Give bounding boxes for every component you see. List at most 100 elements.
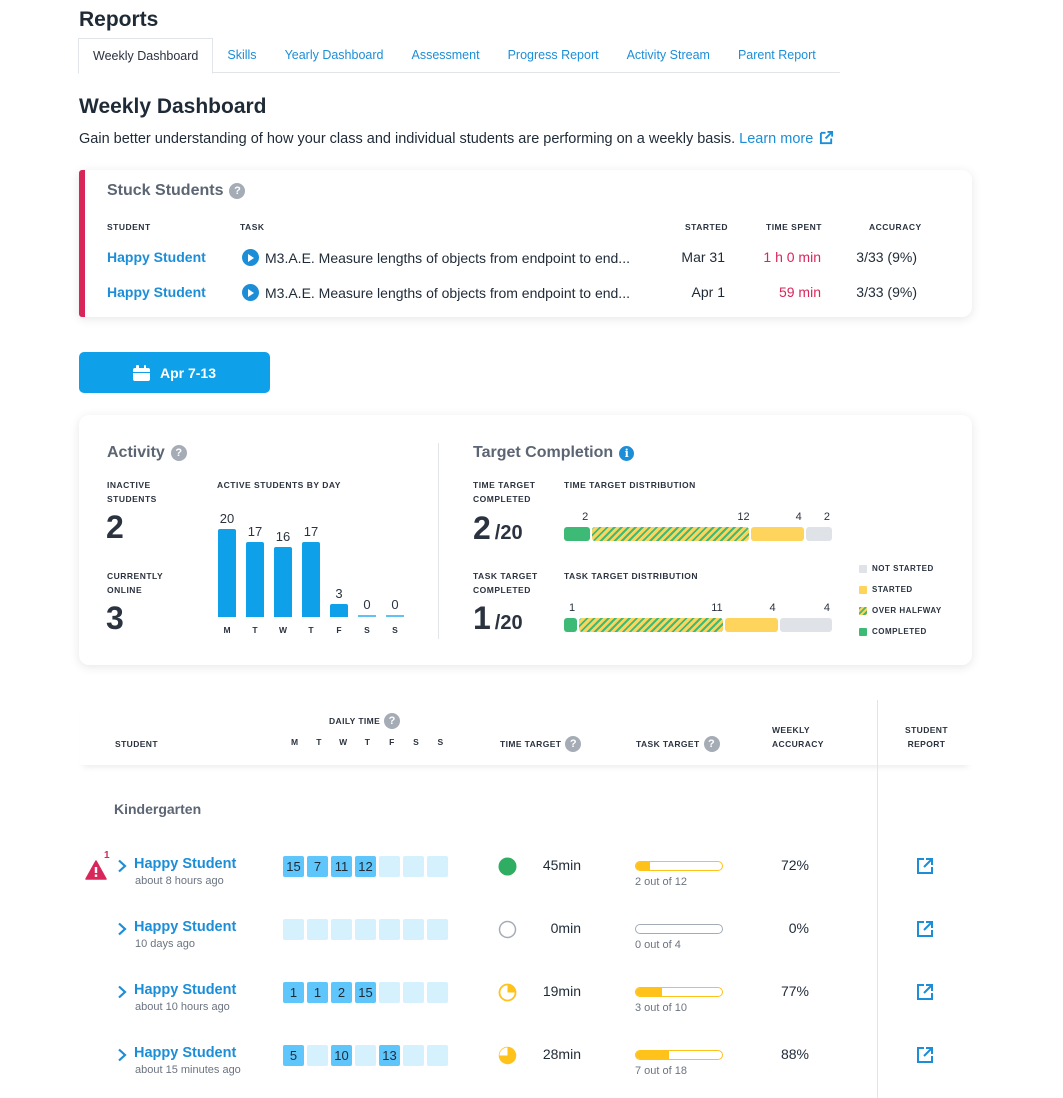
daily-time-cell: 13	[379, 1045, 400, 1066]
bar-value-label: 17	[303, 524, 319, 540]
open-report-icon[interactable]	[916, 920, 934, 938]
weekly-accuracy: 77%	[780, 983, 809, 999]
help-icon[interactable]: ?	[170, 445, 187, 461]
tab-weekly-dashboard[interactable]: Weekly Dashboard	[78, 38, 214, 74]
legend-label: STARTED	[872, 585, 913, 594]
task-progress-bar	[635, 924, 723, 934]
legend-swatch	[859, 564, 867, 573]
dist-segment-started	[751, 527, 804, 541]
legend-item: NOT STARTED	[859, 558, 942, 579]
stuck-students-card: Stuck Students ? STUDENT TASK STARTED TI…	[79, 170, 972, 317]
dist-segment-not-started	[779, 618, 832, 632]
th-daily-time: DAILY TIME?	[329, 713, 401, 729]
th-weekly-line1: WEEKLY	[772, 725, 810, 735]
daily-time-cell	[403, 982, 424, 1003]
dist-count-started: 4	[769, 602, 776, 614]
section-divider	[438, 443, 439, 639]
accuracy: 3/33 (9%)	[856, 284, 917, 300]
inactive-label-line1: INACTIVE	[107, 480, 151, 490]
legend-swatch	[859, 627, 867, 636]
bar-1	[246, 542, 264, 617]
student-name-link[interactable]: Happy Student	[134, 919, 237, 935]
online-label: CURRENTLY ONLINE	[107, 569, 163, 597]
th-time-target: TIME TARGET?	[500, 736, 582, 752]
task-progress-text: 3 out of 10	[635, 1002, 687, 1014]
time-target-value: 19min	[542, 983, 581, 999]
calendar-icon	[132, 364, 150, 381]
daily-time-cells: 15 7 11 12	[283, 856, 448, 877]
daily-time-cell	[331, 919, 352, 940]
legend-item: OVER HALFWAY	[859, 600, 942, 621]
dist-segment-over-halfway	[579, 618, 724, 632]
task-distribution-bar	[564, 618, 832, 632]
bar-value-label: 16	[275, 528, 291, 544]
help-icon[interactable]: ?	[703, 736, 720, 752]
online-label-line2: ONLINE	[107, 585, 143, 595]
open-report-icon[interactable]	[916, 983, 934, 1001]
tab-yearly-dashboard[interactable]: Yearly Dashboard	[284, 48, 384, 62]
help-icon[interactable]: ?	[384, 713, 401, 729]
chevron-right-icon[interactable]	[117, 985, 127, 999]
student-name-link[interactable]: Happy Student	[134, 1045, 237, 1061]
dist-count-started: 4	[795, 511, 802, 523]
last-seen: about 8 hours ago	[135, 875, 224, 887]
play-icon[interactable]	[242, 284, 259, 301]
bar-6	[386, 615, 404, 617]
bar-value-label: 17	[247, 524, 263, 540]
stuck-student-name[interactable]: Happy Student	[107, 249, 206, 265]
bar-day-label: T	[252, 625, 258, 635]
stuck-task[interactable]: M3.A.E. Measure lengths of objects from …	[242, 249, 630, 266]
legend-label: OVER HALFWAY	[872, 606, 942, 615]
chevron-right-icon[interactable]	[117, 859, 127, 873]
open-report-icon[interactable]	[916, 857, 934, 875]
tab-progress-report[interactable]: Progress Report	[507, 48, 599, 62]
activity-title-text: Activity	[107, 444, 165, 461]
student-name-link[interactable]: Happy Student	[134, 982, 237, 998]
th-day: W	[339, 737, 348, 747]
bar-value-label: 20	[219, 511, 235, 526]
time-target-status-icon	[498, 1046, 517, 1065]
stuck-task[interactable]: M3.A.E. Measure lengths of objects from …	[242, 284, 630, 301]
dist-segment-not-started	[805, 527, 832, 541]
page-title: Reports	[79, 8, 159, 31]
stuck-student-row: Happy Student M3.A.E. Measure lengths of …	[85, 249, 972, 269]
student-name-link[interactable]: Happy Student	[134, 856, 237, 872]
daily-time-cell	[427, 1045, 448, 1066]
time-target-value: 45min	[542, 857, 581, 873]
help-icon[interactable]: ?	[565, 736, 582, 752]
learn-more-link[interactable]: Learn more	[739, 130, 834, 147]
col-student: STUDENT	[107, 222, 151, 232]
task-text: M3.A.E. Measure lengths of objects from …	[265, 250, 630, 266]
time-total-value: /20	[494, 522, 523, 544]
th-day: F	[389, 737, 395, 747]
play-icon[interactable]	[242, 249, 259, 266]
task-dist-labels: 1 11 4 4	[564, 602, 832, 616]
warning-icon[interactable]	[85, 860, 107, 880]
th-time-target-text: TIME TARGET	[500, 739, 562, 749]
help-icon[interactable]: ?	[229, 183, 246, 199]
bar-value-label: 3	[335, 585, 343, 601]
time-target-label-line1: TIME TARGET	[473, 480, 536, 490]
tab-assessment[interactable]: Assessment	[411, 48, 480, 62]
col-task: TASK	[240, 222, 265, 232]
dist-segment-over-halfway	[592, 527, 750, 541]
chevron-right-icon[interactable]	[117, 922, 127, 936]
online-label-line1: CURRENTLY	[107, 571, 164, 581]
task-target-label: TASK TARGET COMPLETED	[473, 569, 538, 597]
time-target-completed: 2/20	[473, 510, 523, 547]
tab-skills[interactable]: Skills	[227, 48, 257, 62]
dashboard-title: Weekly Dashboard	[79, 95, 267, 118]
info-icon[interactable]: i	[619, 445, 635, 461]
time-target-status-icon	[498, 857, 517, 876]
daily-time-cell	[403, 856, 424, 877]
open-report-icon[interactable]	[916, 1046, 934, 1064]
stuck-student-name[interactable]: Happy Student	[107, 284, 206, 300]
time-target-label: TIME TARGET COMPLETED	[473, 478, 535, 506]
tab-activity-stream[interactable]: Activity Stream	[626, 48, 710, 62]
date-range-button[interactable]: Apr 7-13	[79, 352, 270, 393]
bar-day-label: W	[278, 625, 288, 635]
task-target-label-line1: TASK TARGET	[473, 571, 538, 581]
tab-parent-report[interactable]: Parent Report	[737, 48, 816, 62]
distribution-legend: NOT STARTED STARTED OVER HALFWAY COMPLETED	[859, 558, 942, 642]
chevron-right-icon[interactable]	[117, 1048, 127, 1062]
